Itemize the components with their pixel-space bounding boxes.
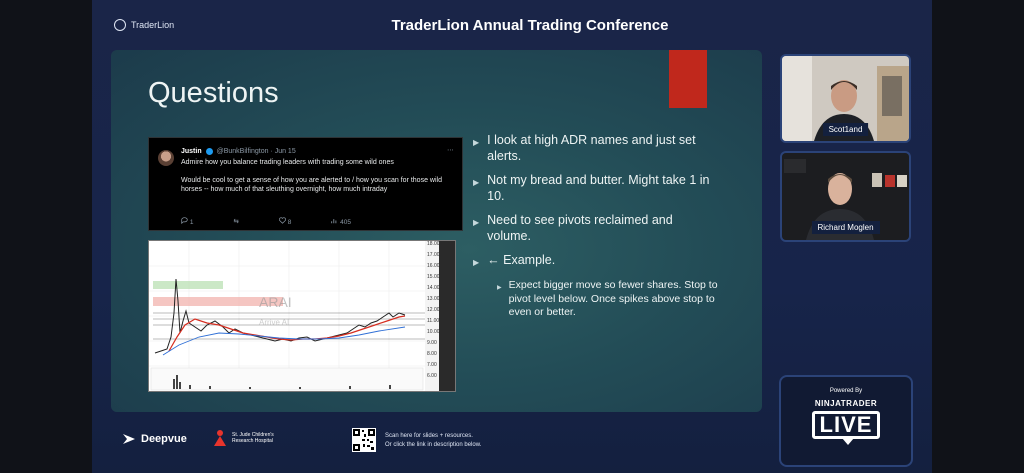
live-badge: LIVE [812,411,880,445]
y-tick-label: 14.00 [427,285,440,291]
tweet-avatar [158,150,174,166]
speaker-name-label: Richard Moglen [811,221,880,234]
lion-logo-icon [114,19,126,31]
bullet-arrow-icon: ▶ [473,258,480,267]
st-jude-name: St. Jude Children's Research Hospital [232,432,274,444]
brand-name: TraderLion [131,20,175,30]
view-count-value: 405 [340,219,351,226]
bullet-item: ▶ Not my bread and butter. Might take 1 … [473,172,718,204]
reply-count-value: 1 [189,219,194,226]
bullet-text: Need to see pivots reclaimed and volume. [487,213,673,243]
verified-badge-icon [205,148,213,155]
y-tick-label: 9.00 [427,340,437,346]
reply-icon [181,217,188,225]
qr-code-graphic [353,429,375,451]
left-letterbox [0,0,92,473]
tweet-text-line: Admire how you balance trading leaders w… [181,159,394,166]
y-tick-label: 13.00 [427,296,440,302]
qr-caption-line-1: Scan here for slides + resources. [385,433,473,439]
bullet-arrow-icon: ▶ [473,218,480,227]
tweet-handle-date: @BunkBilfington · Jun 15 [216,148,296,155]
like-count-value: 8 [287,219,292,226]
chart-ticker-watermark: ARAI [259,294,292,310]
retweet-icon: ⇆ [233,218,239,225]
tweet-header: Justin @BunkBilfington · Jun 15 [181,147,296,156]
bullet-arrow-icon: ▶ [473,138,480,147]
right-letterbox [932,0,1024,473]
deepvue-sponsor: Deepvue [122,433,187,445]
qr-caption: Scan here for slides + resources. Or cli… [385,432,481,450]
y-tick-label: 10.00 [427,329,440,335]
view-count: 405 [331,217,351,227]
conference-title: TraderLion Annual Trading Conference [391,17,669,34]
speaker-video-richard-moglen: Richard Moglen [780,151,911,242]
traderlion-brand: TraderLion [114,19,174,31]
powered-by-panel: Powered By NINJATRADER LIVE [779,375,913,467]
st-jude-sponsor: St. Jude Children's Research Hospital [212,429,274,447]
reply-count: 1 [181,217,193,227]
y-tick-label: 16.00 [427,263,440,269]
bullet-list: ▶ I look at high ADR names and just set … [473,132,718,320]
sub-bullet-item: ▶ Expect bigger move so fewer shares. St… [497,279,718,320]
bullet-text: Not my bread and butter. Might take 1 in… [487,173,710,203]
chart-company-watermark: Arrive AI [259,318,289,327]
deepvue-logo-icon [123,434,135,444]
more-options-icon: ⋯ [447,147,454,154]
y-tick-label: 12.00 [427,307,440,313]
y-tick-label: 18.00 [427,241,440,247]
stock-chart: ARAI Arrive AI 18.00 17.00 16.00 15.00 1… [149,241,455,391]
powered-by-label: Powered By [829,388,863,394]
tweet-body: Admire how you balance trading leaders w… [181,158,451,203]
views-icon [331,219,337,224]
bullet-item: ▶ Need to see pivots reclaimed and volum… [473,212,718,244]
bullet-item: ▶ I look at high ADR names and just set … [473,132,718,164]
y-tick-label: 17.00 [427,252,440,258]
y-tick-label: 6.00 [427,373,437,379]
tweet-text-line: Would be cool to get a sense of how you … [181,177,442,193]
like-count: 8 [278,217,292,227]
y-tick-label: 11.00 [427,318,439,324]
speaker-name-label: Scot1and [822,123,869,136]
y-tick-label: 8.00 [427,351,437,357]
st-jude-line-1: St. Jude Children's [232,432,274,438]
bullet-item: ▶ ← Example. [473,252,718,271]
y-tick-label: 7.00 [427,362,437,368]
sub-bullet-arrow-icon: ▶ [497,285,502,291]
speaker-feed-graphic [782,56,909,141]
bullet-text: I look at high ADR names and just set al… [487,133,696,163]
heart-icon [278,217,286,224]
st-jude-line-2: Research Hospital [232,438,273,444]
deepvue-name: Deepvue [141,433,187,445]
ninjatrader-logo: NINJATRADER [814,399,878,408]
tweet-author-name: Justin [181,148,202,155]
speaker-video-scot1and: Scot1and [780,54,911,143]
red-accent-bar [669,50,707,108]
tweet-card: Justin @BunkBilfington · Jun 15 ⋯ Admire… [148,137,463,231]
y-tick-label: 15.00 [427,274,440,280]
st-jude-logo-icon [214,430,226,446]
bullet-arrow-icon: ▶ [473,178,480,187]
tweet-actions: 1 ⇆ 8 405 [181,217,351,227]
slide-title: Questions [148,77,279,109]
stock-chart-screenshot: ARAI Arrive AI 18.00 17.00 16.00 15.00 1… [148,240,456,392]
presentation-slide: Questions Justin @BunkBilfington · Jun 1… [111,50,762,412]
bullet-text: ← Example. [487,253,556,267]
qr-code[interactable] [352,428,376,452]
qr-caption-line-2: Or click the link in description below. [385,442,482,448]
sub-bullet-text: Expect bigger move so fewer shares. Stop… [508,279,718,318]
